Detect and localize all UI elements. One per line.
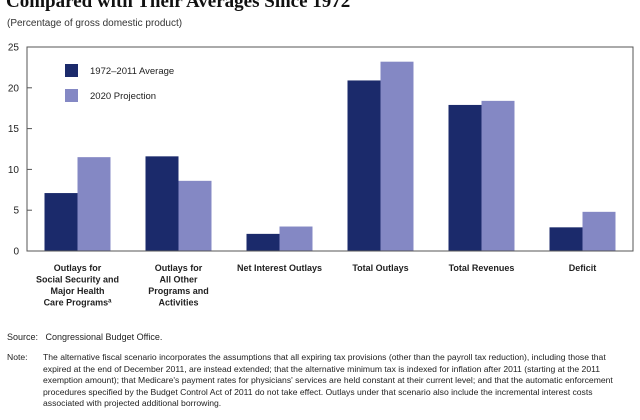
note-block: Note: The alternative fiscal scenario in…	[7, 352, 633, 410]
bar-projection-4	[481, 100, 515, 251]
source-line: Source: Congressional Budget Office.	[7, 332, 162, 342]
y-tick-label-2: 10	[8, 165, 20, 176]
bar-projection-2	[279, 226, 313, 251]
category-label-5: Deficit	[569, 263, 597, 273]
legend-swatch-0	[65, 64, 78, 77]
category-label-0: Outlays for Social Security and Major Heal…	[36, 263, 119, 308]
bar-average-2	[246, 233, 280, 251]
bar-chart: 0 5 10 15 20 25 Outlays for Social Security an…	[8, 43, 634, 308]
plot-frame	[26, 46, 634, 252]
bars	[44, 61, 616, 252]
bar-average-0	[44, 193, 78, 251]
y-tick-label-0: 0	[13, 247, 19, 258]
note-text: The alternative fiscal scenario incorpor…	[43, 352, 613, 409]
category-label-3: Total Outlays	[352, 263, 408, 273]
bar-average-5	[549, 227, 583, 251]
source-label: Source:	[7, 332, 39, 342]
bar-projection-5	[582, 211, 616, 251]
y-tick-label-4: 20	[8, 83, 20, 94]
x-axis-labels: Outlays for Social Security and Major Heal…	[36, 263, 596, 308]
category-label-4: Total Revenues	[449, 263, 515, 273]
bar-projection-3	[380, 61, 414, 251]
bar-projection-0	[77, 157, 111, 251]
legend-label-1: 2020 Projection	[90, 91, 156, 102]
legend-label-0: 1972–2011 Average	[90, 66, 174, 77]
y-tick-label-5: 25	[8, 43, 20, 54]
bar-average-4	[448, 104, 482, 251]
category-label-2: Net Interest Outlays	[237, 263, 322, 273]
category-label-1: Outlays for All Other Programs and Activiti…	[148, 263, 209, 308]
note-label: Note:	[7, 352, 28, 362]
y-tick-label-1: 5	[13, 206, 19, 217]
y-axis: 0 5 10 15 20 25	[8, 43, 32, 258]
chart-title: Compared with Their Averages Since 1972	[6, 0, 351, 12]
legend-swatch-1	[65, 89, 78, 102]
y-tick-label-3: 15	[8, 124, 20, 135]
source-text: Congressional Budget Office.	[45, 332, 163, 342]
legend: 1972–2011 Average 2020 Projection	[65, 64, 174, 102]
bar-average-1	[145, 156, 179, 251]
bar-average-3	[347, 80, 381, 252]
bar-projection-1	[178, 180, 212, 251]
unit-label: (Percentage of gross domestic product)	[7, 18, 183, 29]
